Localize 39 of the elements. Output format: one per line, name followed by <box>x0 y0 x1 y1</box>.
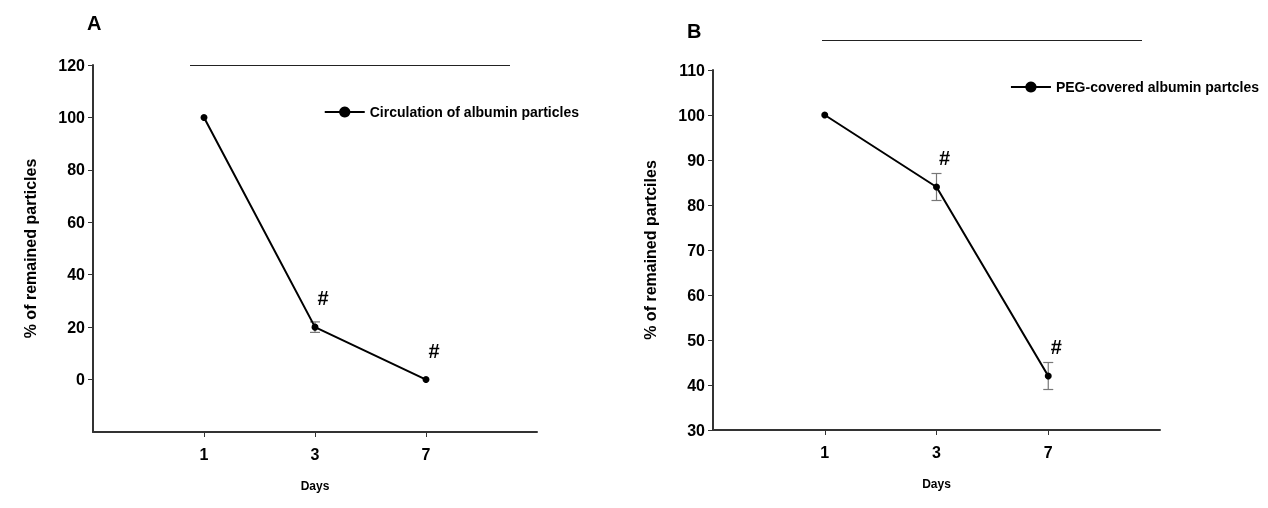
point <box>422 376 430 384</box>
x-tick-label: 3 <box>310 445 320 463</box>
annotation: # <box>428 339 440 362</box>
y-tick-label: 80 <box>687 196 706 214</box>
y-tick-label: 20 <box>67 318 86 336</box>
x-tick-label: 7 <box>1043 443 1053 461</box>
legend-label: Circulation of albumin particles <box>369 104 580 120</box>
y-tick-label: 120 <box>58 56 86 74</box>
x-tick-label: 7 <box>421 445 431 463</box>
point <box>1044 372 1052 380</box>
legend-label: PEG-covered albumin partcles <box>1055 79 1260 95</box>
y-tick-label: 30 <box>687 421 706 439</box>
y-tick-label: 80 <box>67 161 86 179</box>
annotation: # <box>317 287 329 310</box>
y-tick-label: 60 <box>67 213 86 231</box>
y-tick-label: 0 <box>76 371 86 389</box>
annotation: # <box>1050 336 1062 358</box>
y-tick-label: 110 <box>679 61 706 79</box>
x-tick-label: 3 <box>932 443 942 461</box>
x-axis-title: Days <box>922 477 952 491</box>
x-axis-title: Days <box>300 479 330 493</box>
y-tick-label: 90 <box>687 151 706 169</box>
y-axis-title: % of remained partciles <box>641 160 659 340</box>
y-tick-label: 60 <box>687 286 706 304</box>
y-tick-label: 50 <box>687 331 706 349</box>
y-tick-label: 40 <box>687 376 706 394</box>
point <box>933 183 940 191</box>
annotation: # <box>938 147 951 169</box>
point <box>821 111 829 119</box>
y-tick-label: 40 <box>67 266 86 284</box>
y-tick-label: 100 <box>58 108 86 126</box>
y-tick-label: 70 <box>687 241 706 259</box>
x-tick-label: 1 <box>820 443 830 461</box>
chart-title: A <box>87 12 102 34</box>
x-tick-label: 1 <box>199 445 209 463</box>
y-tick-label: 100 <box>678 106 706 124</box>
chart-title: B <box>687 20 702 42</box>
y-axis-title: % of remained particles <box>21 158 39 339</box>
point <box>200 113 208 121</box>
